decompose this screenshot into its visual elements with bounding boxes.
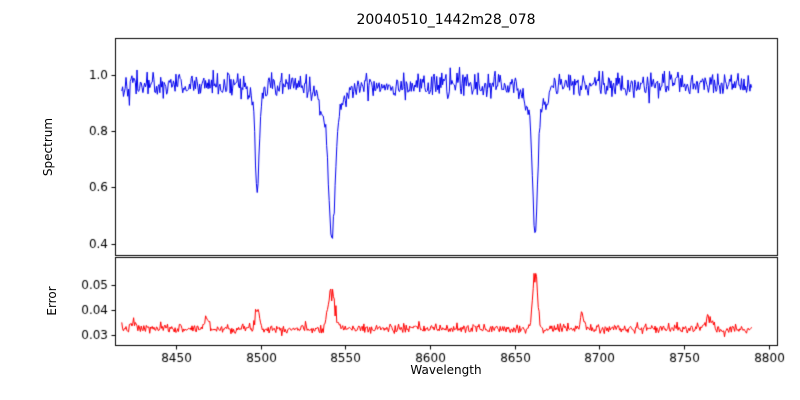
x-axis-label: Wavelength xyxy=(410,363,482,377)
spectrum-y-axis-label: Spectrum xyxy=(41,117,55,177)
error-y-axis-label: Error xyxy=(45,286,59,316)
chart-title: 20040510_1442m28_078 xyxy=(356,12,536,28)
